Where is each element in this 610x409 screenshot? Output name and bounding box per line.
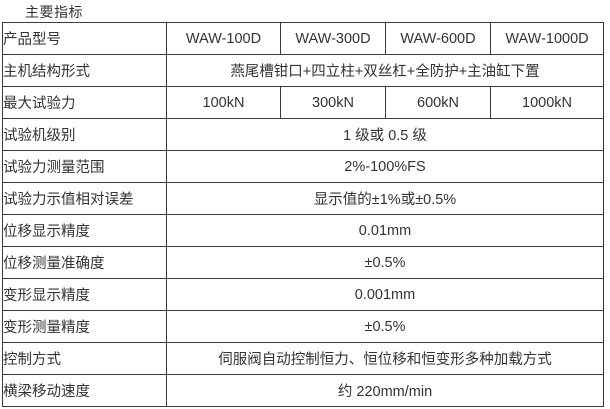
spec-table: 产品型号 WAW-100D WAW-300D WAW-600D WAW-1000…	[2, 22, 604, 407]
spec-label: 最大试验力	[2, 86, 167, 119]
spec-value: 伺服阀自动控制恒力、恒位移和恒变形多种加载方式	[166, 342, 604, 375]
spec-label: 产品型号	[2, 22, 167, 55]
spec-value: WAW-600D	[385, 22, 491, 55]
table-row-product-model: 产品型号 WAW-100D WAW-300D WAW-600D WAW-1000…	[2, 22, 604, 55]
spec-value: 600kN	[385, 86, 491, 119]
spec-label: 变形显示精度	[2, 278, 167, 311]
spec-label: 试验力示值相对误差	[2, 182, 167, 215]
table-row-control-mode: 控制方式 伺服阀自动控制恒力、恒位移和恒变形多种加载方式	[2, 342, 604, 375]
table-row-displacement-resolution: 位移显示精度 0.01mm	[2, 214, 604, 247]
spec-value: 0.01mm	[166, 214, 604, 247]
table-row-max-force: 最大试验力 100kN 300kN 600kN 1000kN	[2, 86, 604, 119]
spec-label: 控制方式	[2, 342, 167, 375]
spec-value: 0.001mm	[166, 278, 604, 311]
spec-value: 2%-100%FS	[166, 150, 604, 183]
table-row-crosshead-speed: 横梁移动速度 约 220mm/min	[2, 374, 604, 407]
spec-label: 横梁移动速度	[2, 374, 167, 407]
spec-value: 燕尾槽钳口+四立柱+双丝杠+全防护+主油缸下置	[166, 54, 604, 87]
table-row-machine-class: 试验机级别 1 级或 0.5 级	[2, 118, 604, 151]
spec-value: ±0.5%	[166, 310, 604, 343]
spec-value: 300kN	[280, 86, 386, 119]
table-row-force-range: 试验力测量范围 2%-100%FS	[2, 150, 604, 183]
spec-label: 主机结构形式	[2, 54, 167, 87]
page-title: 主要指标	[25, 4, 83, 20]
spec-value: 100kN	[166, 86, 281, 119]
spec-value: 约 220mm/min	[166, 374, 604, 407]
spec-value: 显示值的±1%或±0.5%	[166, 182, 604, 215]
table-row-displacement-accuracy: 位移测量准确度 ±0.5%	[2, 246, 604, 279]
table-row-structure: 主机结构形式 燕尾槽钳口+四立柱+双丝杠+全防护+主油缸下置	[2, 54, 604, 87]
spec-value: 1 级或 0.5 级	[166, 118, 604, 151]
spec-label: 位移测量准确度	[2, 246, 167, 279]
spec-value: 1000kN	[490, 86, 604, 119]
table-row-deformation-resolution: 变形显示精度 0.001mm	[2, 278, 604, 311]
spec-label: 试验力测量范围	[2, 150, 167, 183]
spec-label: 变形测量精度	[2, 310, 167, 343]
spec-value: ±0.5%	[166, 246, 604, 279]
spec-value: WAW-1000D	[490, 22, 604, 55]
table-row-deformation-accuracy: 变形测量精度 ±0.5%	[2, 310, 604, 343]
spec-value: WAW-300D	[280, 22, 386, 55]
spec-value: WAW-100D	[166, 22, 281, 55]
spec-label: 位移显示精度	[2, 214, 167, 247]
table-row-force-error: 试验力示值相对误差 显示值的±1%或±0.5%	[2, 182, 604, 215]
spec-label: 试验机级别	[2, 118, 167, 151]
